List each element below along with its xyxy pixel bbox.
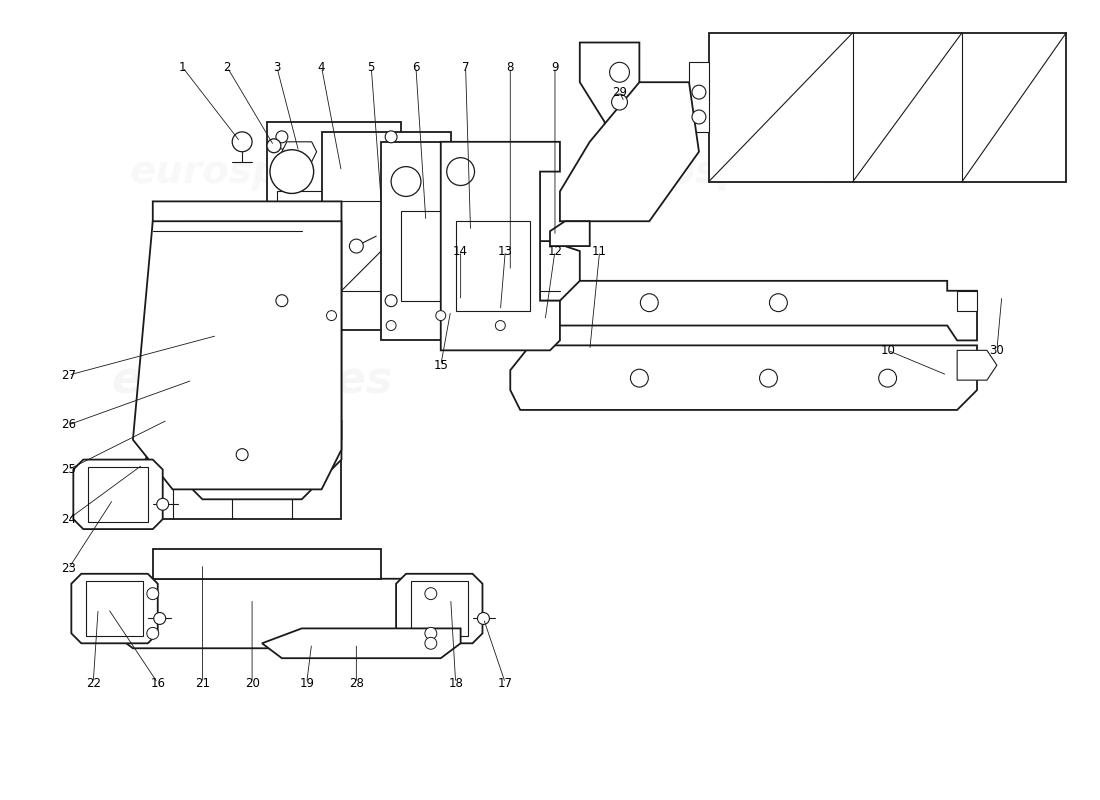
Polygon shape <box>153 549 382 578</box>
Polygon shape <box>321 132 451 330</box>
Text: 13: 13 <box>498 245 513 258</box>
Polygon shape <box>441 142 560 350</box>
Text: 10: 10 <box>880 344 895 357</box>
Polygon shape <box>411 581 467 636</box>
Circle shape <box>770 294 788 312</box>
Text: eurospares: eurospares <box>129 153 375 190</box>
Circle shape <box>154 613 166 625</box>
Text: 26: 26 <box>60 418 76 431</box>
Circle shape <box>385 131 397 142</box>
Circle shape <box>630 370 648 387</box>
Text: 4: 4 <box>318 61 326 74</box>
Circle shape <box>157 498 168 510</box>
Circle shape <box>495 321 505 330</box>
Text: 5: 5 <box>367 61 375 74</box>
Circle shape <box>879 370 896 387</box>
Polygon shape <box>455 222 530 310</box>
Polygon shape <box>72 574 157 643</box>
Polygon shape <box>708 33 1066 182</box>
Text: 12: 12 <box>548 245 562 258</box>
Polygon shape <box>520 281 977 341</box>
Text: 23: 23 <box>60 562 76 575</box>
Text: 14: 14 <box>453 245 469 258</box>
Polygon shape <box>481 241 580 301</box>
Text: 11: 11 <box>592 245 607 258</box>
Polygon shape <box>402 211 491 301</box>
Text: 1: 1 <box>179 61 186 74</box>
Text: eurospares: eurospares <box>579 358 859 402</box>
Polygon shape <box>689 62 708 132</box>
Circle shape <box>425 638 437 650</box>
Text: 15: 15 <box>433 358 448 372</box>
Circle shape <box>270 150 314 194</box>
Circle shape <box>609 62 629 82</box>
Text: 7: 7 <box>462 61 470 74</box>
Circle shape <box>392 166 421 197</box>
Circle shape <box>276 131 288 142</box>
Text: 30: 30 <box>990 344 1004 357</box>
Text: 9: 9 <box>551 61 559 74</box>
Circle shape <box>447 158 474 186</box>
Text: 16: 16 <box>151 677 165 690</box>
Text: 22: 22 <box>86 677 101 690</box>
Text: 29: 29 <box>612 86 627 98</box>
Text: 6: 6 <box>412 61 420 74</box>
Polygon shape <box>153 202 341 470</box>
Text: 2: 2 <box>223 61 231 74</box>
Polygon shape <box>262 629 461 658</box>
Polygon shape <box>277 191 382 281</box>
Text: 28: 28 <box>349 677 364 690</box>
Polygon shape <box>282 142 317 162</box>
Polygon shape <box>580 42 639 191</box>
Circle shape <box>276 294 288 306</box>
Circle shape <box>385 294 397 306</box>
Circle shape <box>267 139 280 153</box>
Circle shape <box>692 86 706 99</box>
Polygon shape <box>133 222 341 490</box>
Circle shape <box>477 613 490 625</box>
Polygon shape <box>560 82 698 222</box>
Polygon shape <box>113 578 471 648</box>
Text: 8: 8 <box>507 61 514 74</box>
Polygon shape <box>123 440 341 519</box>
Polygon shape <box>183 222 282 450</box>
Polygon shape <box>550 222 590 246</box>
Polygon shape <box>88 466 147 522</box>
Circle shape <box>612 94 627 110</box>
Circle shape <box>146 627 158 639</box>
Circle shape <box>327 310 337 321</box>
Polygon shape <box>341 202 431 290</box>
Circle shape <box>692 110 706 124</box>
Text: 21: 21 <box>195 677 210 690</box>
Text: eurospares: eurospares <box>111 358 393 402</box>
Polygon shape <box>153 420 341 499</box>
Text: 25: 25 <box>60 463 76 476</box>
Polygon shape <box>86 581 143 636</box>
Circle shape <box>236 449 249 461</box>
Circle shape <box>425 627 437 639</box>
Text: eurospares: eurospares <box>596 153 842 190</box>
Circle shape <box>436 310 446 321</box>
Circle shape <box>759 370 778 387</box>
Text: 3: 3 <box>273 61 280 74</box>
Polygon shape <box>267 122 402 321</box>
Polygon shape <box>957 350 997 380</box>
Polygon shape <box>382 142 510 341</box>
Circle shape <box>386 321 396 330</box>
Text: 18: 18 <box>448 677 463 690</box>
Text: 24: 24 <box>60 513 76 526</box>
Circle shape <box>350 239 363 253</box>
Polygon shape <box>957 290 977 310</box>
Polygon shape <box>396 574 483 643</box>
Circle shape <box>425 588 437 600</box>
Text: 27: 27 <box>60 369 76 382</box>
Circle shape <box>640 294 658 312</box>
Polygon shape <box>510 346 977 410</box>
Polygon shape <box>74 459 163 529</box>
Circle shape <box>146 588 158 600</box>
Text: 20: 20 <box>244 677 260 690</box>
Text: 19: 19 <box>299 677 315 690</box>
Circle shape <box>232 132 252 152</box>
Text: 17: 17 <box>498 677 513 690</box>
